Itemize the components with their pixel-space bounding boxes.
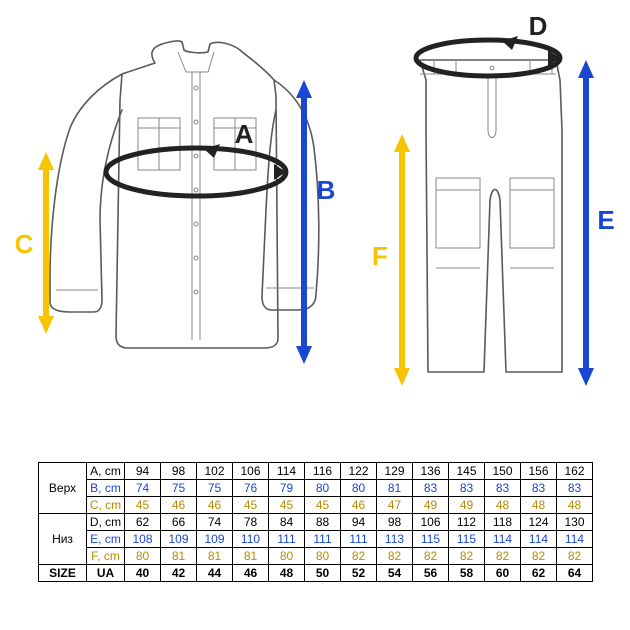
group-top-label: Верх <box>39 463 87 514</box>
size-table: Верх A, cm 94981021061141161221291361451… <box>38 462 593 582</box>
table-row: E, cm 1081091091101111111111131151151141… <box>39 531 593 548</box>
table-row: SIZE UA 40424446485052545658606264 <box>39 565 593 582</box>
table-row: F, cm 80818181808082828282828282 <box>39 548 593 565</box>
size-region: UA <box>87 565 125 582</box>
letter-D: D <box>529 11 548 41</box>
letter-E: E <box>597 205 614 235</box>
table-row: Верх A, cm 94981021061141161221291361451… <box>39 463 593 480</box>
dimension-F-arrow <box>394 134 410 386</box>
letter-F: F <box>372 241 388 271</box>
table-row: B, cm 74757576798080818383838383 <box>39 480 593 497</box>
letter-C: C <box>15 229 34 259</box>
letter-B: B <box>317 175 336 205</box>
size-label: SIZE <box>39 565 87 582</box>
group-bottom-label: Низ <box>39 514 87 565</box>
table-row: C, cm 45464645454546474949484848 <box>39 497 593 514</box>
measurement-diagram: A B C D E <box>0 0 630 450</box>
table-row: Низ D, cm 626674788488949810611211812413… <box>39 514 593 531</box>
pants-outline <box>420 60 562 372</box>
dimension-D-ellipse <box>416 36 560 76</box>
letter-A: A <box>235 119 254 149</box>
dimension-E-arrow <box>578 60 594 386</box>
dimension-B-arrow <box>296 80 312 364</box>
